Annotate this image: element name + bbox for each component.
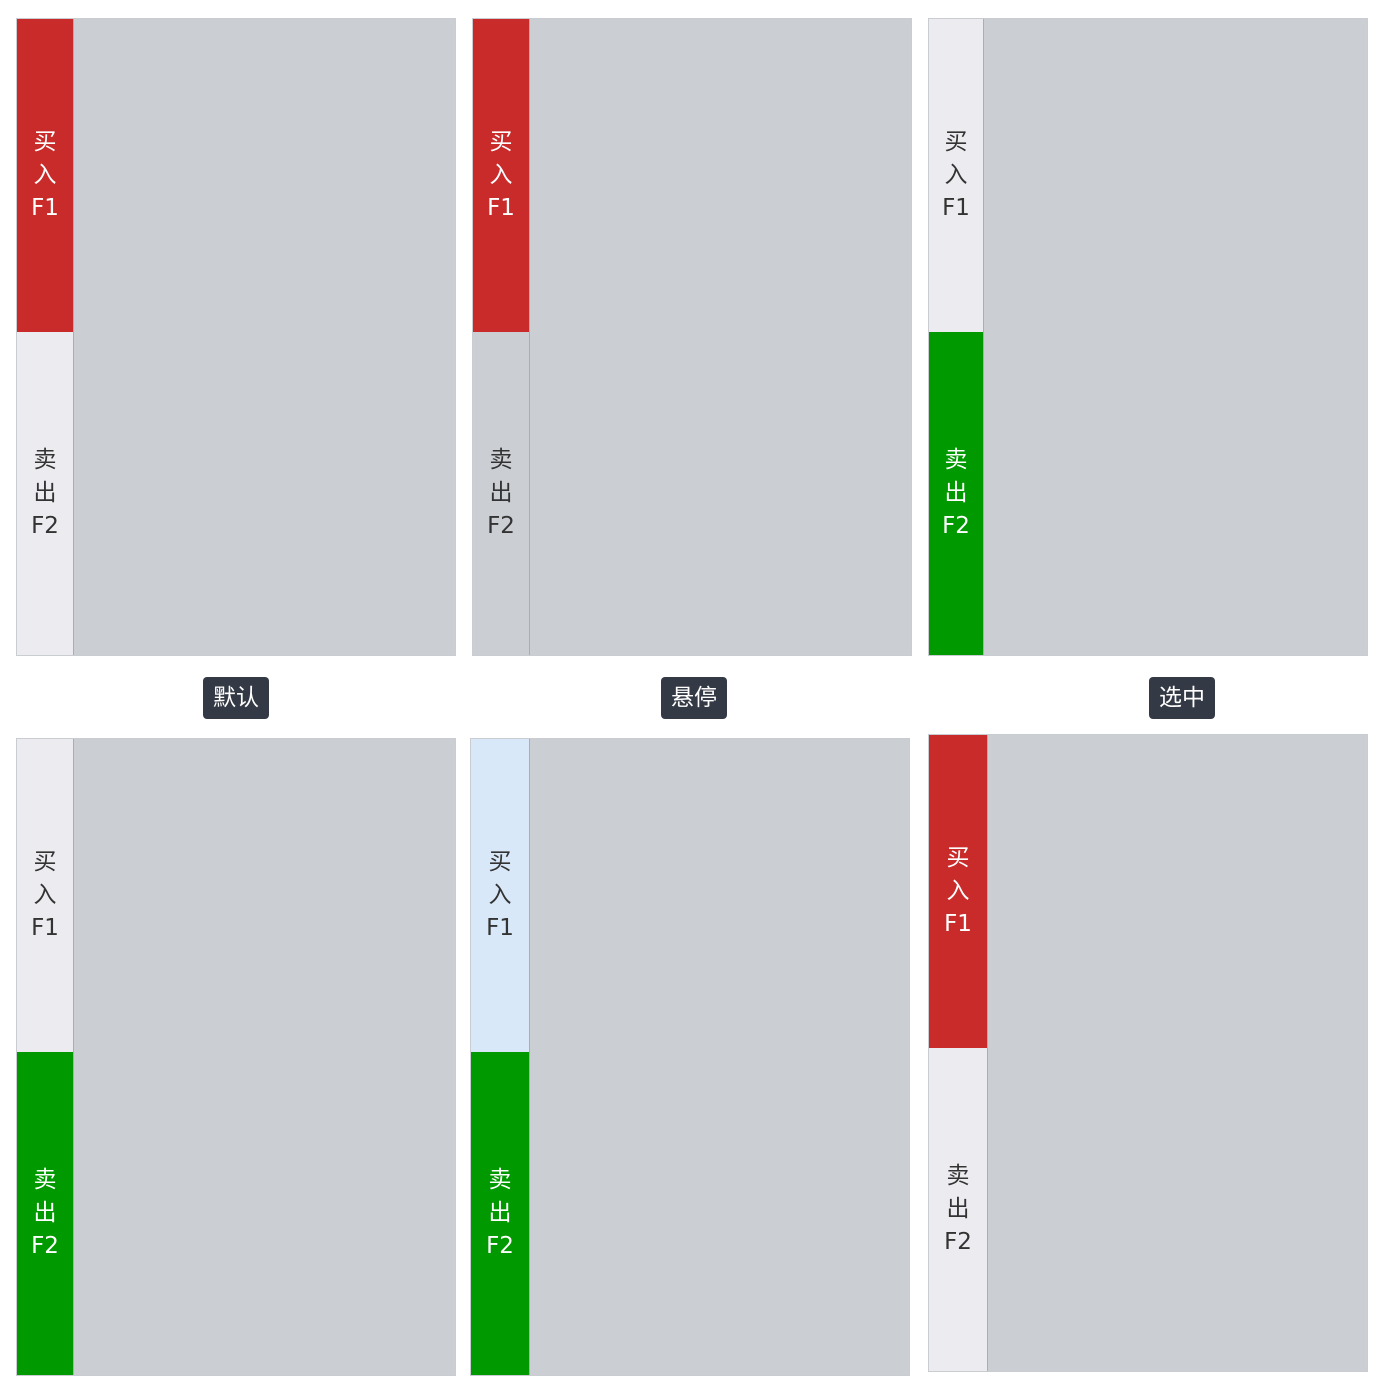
sell-tab-char-2: 出 [946, 1196, 970, 1222]
sell-tab-char-1: 卖 [489, 447, 513, 473]
buy-tab-char-2: 入 [946, 878, 970, 904]
buy-tab[interactable]: 买 入 F1 [17, 19, 73, 332]
sell-tab[interactable]: 卖 出 F2 [471, 1052, 529, 1375]
tab-content-area [987, 735, 1367, 1371]
buy-tab-char-1: 买 [489, 129, 513, 155]
sell-tab-char-2: 出 [33, 1200, 57, 1226]
buy-tab[interactable]: 买 入 F1 [473, 19, 529, 332]
buy-tab-shortcut: F1 [487, 195, 515, 221]
panel-hover-buy-selected: 买 入 F1 卖 出 F2 [472, 18, 912, 656]
buy-tab-char-2: 入 [33, 162, 57, 188]
sell-tab[interactable]: 卖 出 F2 [17, 332, 73, 655]
panel-default-sell-selected: 买 入 F1 卖 出 F2 [16, 738, 456, 1376]
panel-hover-sell-selected: 买 入 F1 卖 出 F2 [470, 738, 910, 1376]
sell-tab-char-2: 出 [944, 480, 968, 506]
sell-tab-char-2: 出 [488, 1200, 512, 1226]
panel-selected-buy-active: 买 入 F1 卖 出 F2 [928, 734, 1368, 1372]
buy-tab-shortcut: F1 [944, 911, 972, 937]
sell-tab-shortcut: F2 [487, 513, 515, 539]
sell-tab-char-1: 卖 [946, 1163, 970, 1189]
sell-tab-shortcut: F2 [31, 1233, 59, 1259]
buy-tab-char-1: 买 [33, 129, 57, 155]
sell-tab-char-1: 卖 [944, 447, 968, 473]
buy-tab-char-2: 入 [488, 882, 512, 908]
state-label-hover: 悬停 [661, 677, 727, 719]
buy-tab-char-2: 入 [33, 882, 57, 908]
state-label-selected: 选中 [1149, 677, 1215, 719]
sell-tab-char-2: 出 [489, 480, 513, 506]
buy-tab[interactable]: 买 入 F1 [471, 739, 529, 1052]
buy-tab-shortcut: F1 [942, 195, 970, 221]
tab-content-area [529, 739, 909, 1375]
buy-tab-char-1: 买 [488, 849, 512, 875]
sell-tab-shortcut: F2 [944, 1229, 972, 1255]
buy-tab-char-2: 入 [944, 162, 968, 188]
buy-tab[interactable]: 买 入 F1 [929, 19, 983, 332]
sell-tab-shortcut: F2 [942, 513, 970, 539]
buy-tab-char-2: 入 [489, 162, 513, 188]
buy-tab[interactable]: 买 入 F1 [929, 735, 987, 1048]
sell-tab-char-1: 卖 [33, 447, 57, 473]
tab-content-area [529, 19, 911, 655]
tab-content-area [73, 739, 455, 1375]
state-label-default: 默认 [203, 677, 269, 719]
buy-tab-char-1: 买 [33, 849, 57, 875]
sell-tab[interactable]: 卖 出 F2 [473, 332, 529, 655]
buy-tab-shortcut: F1 [31, 915, 59, 941]
sell-tab-shortcut: F2 [486, 1233, 514, 1259]
buy-tab-char-1: 买 [946, 845, 970, 871]
sell-tab[interactable]: 卖 出 F2 [17, 1052, 73, 1375]
buy-tab-shortcut: F1 [486, 915, 514, 941]
sell-tab-char-2: 出 [33, 480, 57, 506]
panel-selected-sell-active: 买 入 F1 卖 出 F2 [928, 18, 1368, 656]
tab-content-area [983, 19, 1367, 655]
buy-tab-shortcut: F1 [31, 195, 59, 221]
sell-tab[interactable]: 卖 出 F2 [929, 332, 983, 655]
buy-tab-char-1: 买 [944, 129, 968, 155]
sell-tab-shortcut: F2 [31, 513, 59, 539]
panel-default-buy-selected: 买 入 F1 卖 出 F2 [16, 18, 456, 656]
sell-tab[interactable]: 卖 出 F2 [929, 1048, 987, 1371]
buy-tab[interactable]: 买 入 F1 [17, 739, 73, 1052]
sell-tab-char-1: 卖 [488, 1167, 512, 1193]
sell-tab-char-1: 卖 [33, 1167, 57, 1193]
tab-content-area [73, 19, 455, 655]
